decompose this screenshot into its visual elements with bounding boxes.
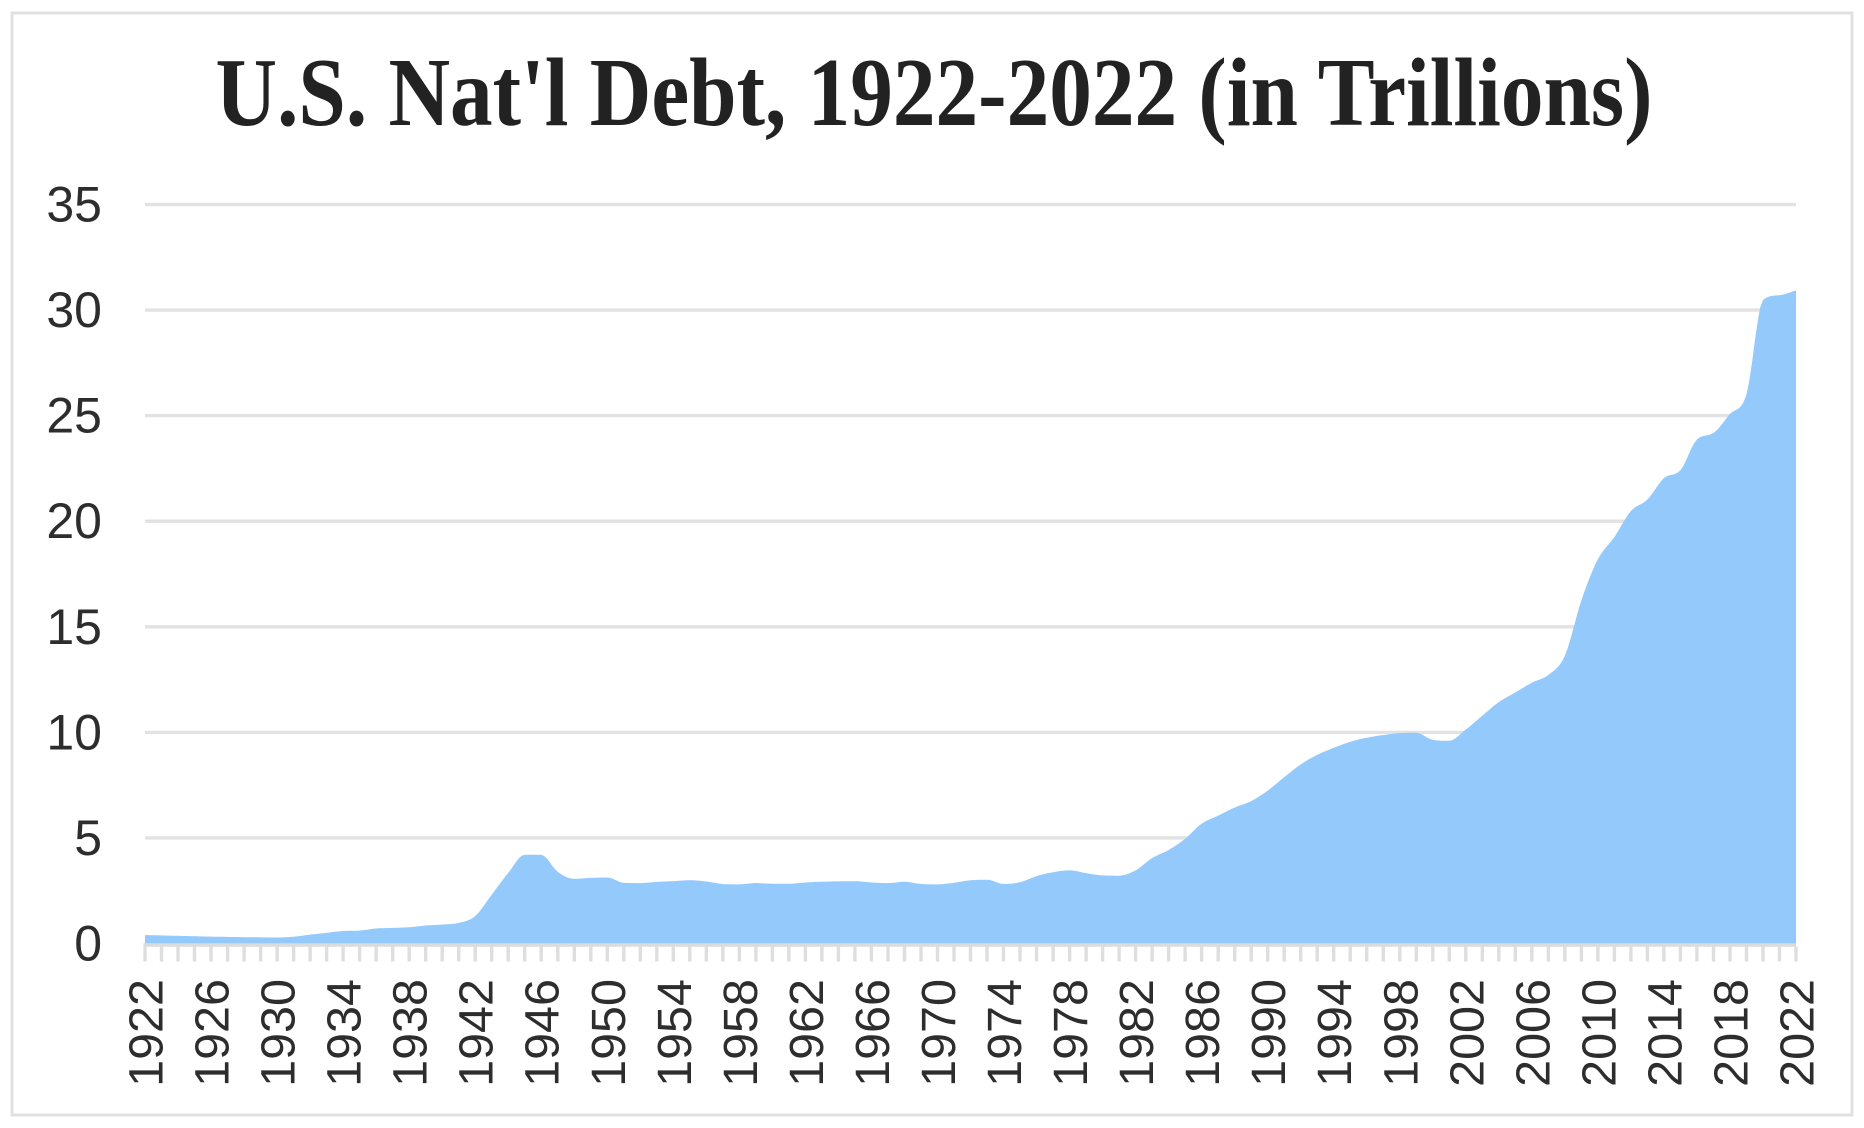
svg-text:1978: 1978 xyxy=(1044,979,1098,1087)
svg-text:1962: 1962 xyxy=(780,979,834,1087)
svg-text:0: 0 xyxy=(74,916,102,972)
svg-text:1982: 1982 xyxy=(1110,979,1164,1087)
svg-text:20: 20 xyxy=(46,493,102,549)
svg-text:1994: 1994 xyxy=(1308,979,1362,1087)
svg-text:1966: 1966 xyxy=(846,979,900,1087)
svg-text:1934: 1934 xyxy=(318,979,372,1087)
svg-text:1930: 1930 xyxy=(252,979,306,1087)
svg-text:U.S. Nat'l Debt, 1922-2022 (in: U.S. Nat'l Debt, 1922-2022 (in Trillions… xyxy=(216,39,1653,146)
svg-text:2010: 2010 xyxy=(1572,979,1626,1087)
svg-text:2002: 2002 xyxy=(1440,979,1494,1087)
svg-text:1998: 1998 xyxy=(1374,979,1428,1087)
svg-text:2006: 2006 xyxy=(1506,979,1560,1087)
svg-text:10: 10 xyxy=(46,704,102,760)
svg-text:1990: 1990 xyxy=(1242,979,1296,1087)
svg-text:25: 25 xyxy=(46,388,102,444)
svg-text:1926: 1926 xyxy=(186,979,240,1087)
svg-text:5: 5 xyxy=(74,810,102,866)
svg-text:35: 35 xyxy=(46,177,102,233)
svg-text:1922: 1922 xyxy=(120,979,174,1087)
svg-text:1958: 1958 xyxy=(714,979,768,1087)
svg-text:15: 15 xyxy=(46,599,102,655)
svg-text:1986: 1986 xyxy=(1176,979,1230,1087)
svg-text:30: 30 xyxy=(46,282,102,338)
svg-text:1946: 1946 xyxy=(516,979,570,1087)
svg-text:1970: 1970 xyxy=(912,979,966,1087)
svg-text:1938: 1938 xyxy=(384,979,438,1087)
svg-text:1954: 1954 xyxy=(648,979,702,1087)
svg-text:1974: 1974 xyxy=(978,979,1032,1087)
svg-text:2022: 2022 xyxy=(1771,979,1825,1087)
svg-text:2018: 2018 xyxy=(1705,979,1759,1087)
svg-text:1950: 1950 xyxy=(582,979,636,1087)
svg-text:1942: 1942 xyxy=(450,979,504,1087)
svg-text:2014: 2014 xyxy=(1638,979,1692,1087)
